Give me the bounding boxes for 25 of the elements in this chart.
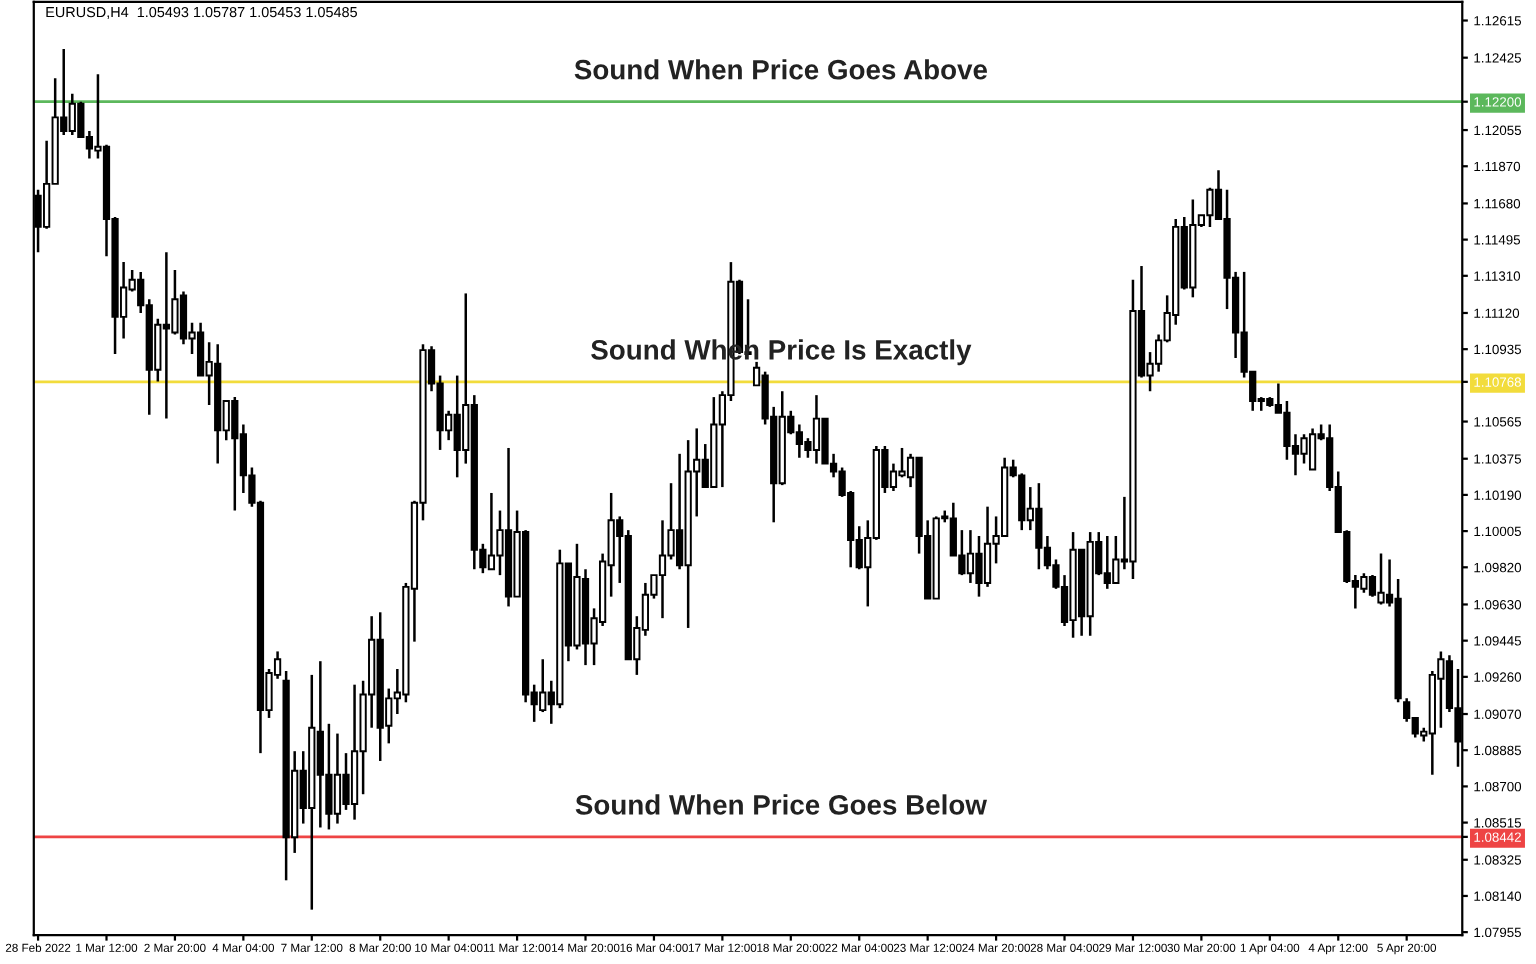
candlestick	[966, 528, 975, 585]
candlestick	[1035, 481, 1043, 571]
candlestick	[975, 534, 983, 598]
candlestick	[1112, 534, 1120, 585]
candlestick	[1018, 472, 1026, 532]
candlestick	[1103, 534, 1111, 591]
candlestick	[658, 519, 667, 620]
candlestick	[1308, 427, 1317, 471]
candlestick	[333, 732, 342, 825]
candlestick	[539, 657, 547, 714]
candlestick	[1206, 186, 1214, 229]
ref-line-label: Sound When Price Goes Below	[575, 794, 987, 815]
candlestick	[196, 321, 205, 377]
ref-line-label: Sound When Price Goes Above	[574, 59, 988, 80]
candlestick	[487, 491, 496, 571]
candlestick	[68, 92, 76, 137]
candlestick	[675, 452, 684, 571]
candlestick	[812, 393, 821, 465]
candlestick	[983, 505, 992, 589]
candlestick	[342, 751, 350, 812]
candlestick	[453, 374, 461, 479]
candlestick	[179, 290, 188, 346]
candlestick	[1368, 573, 1377, 598]
candlestick	[231, 395, 239, 512]
candlestick	[1377, 552, 1385, 606]
